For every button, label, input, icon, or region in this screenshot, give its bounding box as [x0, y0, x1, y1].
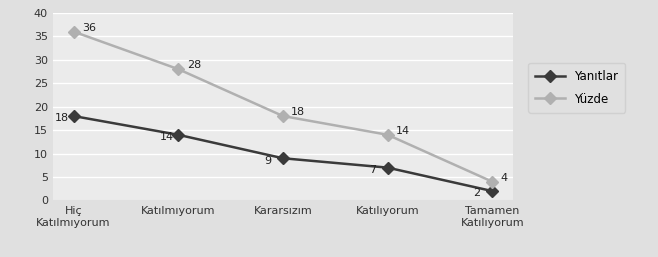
Text: 7: 7: [368, 165, 376, 175]
Line: Yüzde: Yüzde: [69, 27, 497, 186]
Yüzde: [174, 68, 182, 71]
Yanıtlar: [174, 133, 182, 136]
Yanıtlar: [384, 166, 392, 169]
Text: 14: 14: [396, 126, 410, 136]
Yüzde: [384, 133, 392, 136]
Text: 36: 36: [82, 23, 96, 33]
Legend: Yanıtlar, Yüzde: Yanıtlar, Yüzde: [528, 63, 626, 113]
Text: 18: 18: [291, 107, 305, 117]
Yanıtlar: [70, 115, 78, 118]
Yüzde: [70, 30, 78, 33]
Text: 18: 18: [55, 113, 69, 123]
Yanıtlar: [279, 157, 287, 160]
Text: 28: 28: [187, 60, 201, 70]
Text: 4: 4: [501, 173, 508, 183]
Text: 2: 2: [474, 188, 480, 198]
Text: 9: 9: [264, 155, 271, 166]
Yanıtlar: [488, 190, 496, 193]
Yüzde: [488, 180, 496, 183]
Text: 14: 14: [159, 132, 174, 142]
Line: Yanıtlar: Yanıtlar: [69, 112, 497, 195]
Yüzde: [279, 115, 287, 118]
